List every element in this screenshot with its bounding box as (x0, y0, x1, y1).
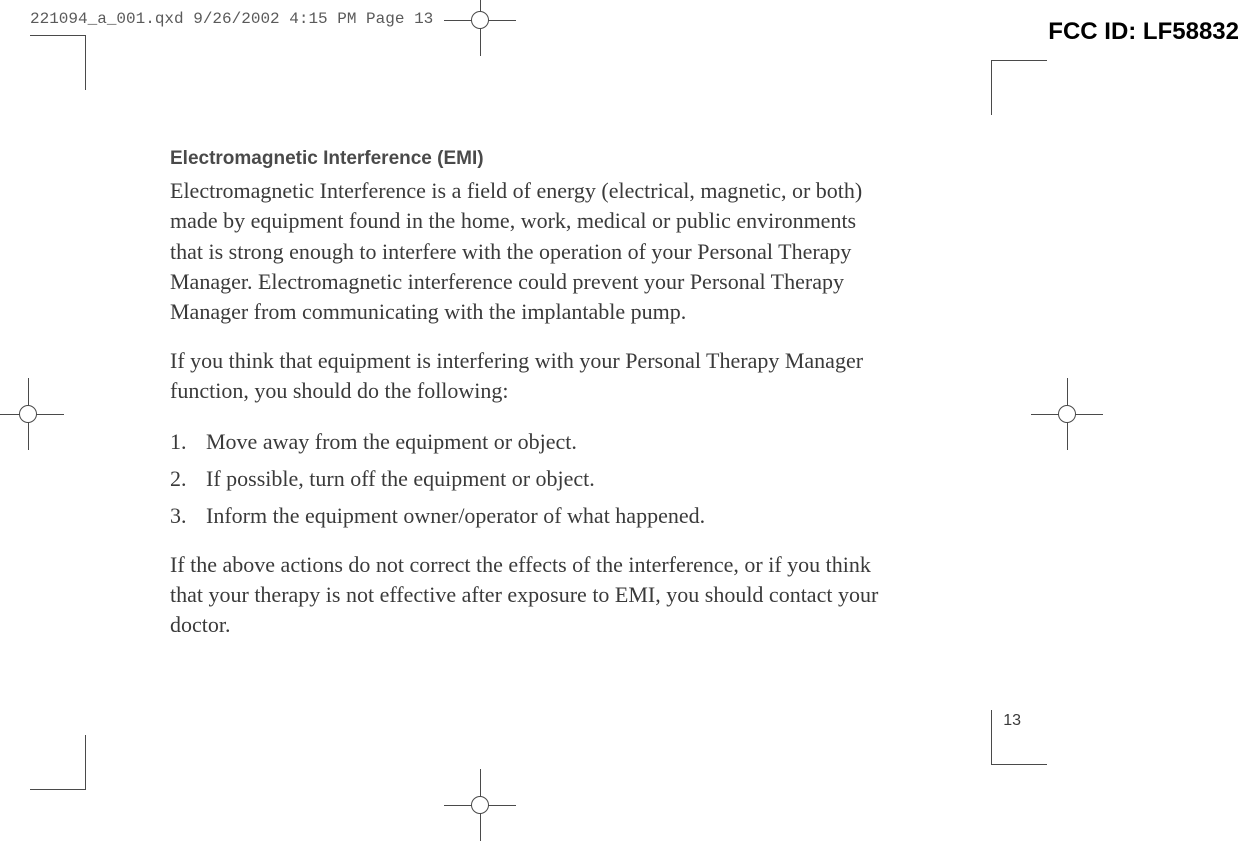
list-number: 3. (170, 499, 206, 532)
crop-mark (992, 60, 1047, 61)
paragraph: If the above actions do not correct the … (170, 550, 880, 641)
file-metadata: 221094_a_001.qxd 9/26/2002 4:15 PM Page … (30, 10, 433, 28)
page-content: Electromagnetic Interference (EMI) Elect… (170, 148, 880, 659)
crop-mark (30, 35, 85, 36)
fcc-id-label: FCC ID: LF58832 (1048, 18, 1239, 46)
crop-mark (992, 764, 1047, 765)
list-item: 3. Inform the equipment owner/operator o… (170, 499, 880, 532)
page-number: 13 (1003, 712, 1021, 730)
crop-mark (30, 789, 85, 790)
paragraph: Electromagnetic Interference is a field … (170, 176, 880, 328)
crop-mark (991, 60, 992, 115)
section-heading: Electromagnetic Interference (EMI) (170, 148, 880, 170)
list-text: Inform the equipment owner/operator of w… (206, 499, 880, 532)
paragraph: If you think that equipment is interferi… (170, 346, 880, 407)
crop-mark (991, 710, 992, 765)
list-item: 1. Move away from the equipment or objec… (170, 425, 880, 458)
list-number: 2. (170, 462, 206, 495)
list-number: 1. (170, 425, 206, 458)
numbered-list: 1. Move away from the equipment or objec… (170, 425, 880, 532)
crop-mark (85, 35, 86, 90)
crop-mark (85, 735, 86, 790)
list-text: Move away from the equipment or object. (206, 425, 880, 458)
list-item: 2. If possible, turn off the equipment o… (170, 462, 880, 495)
list-text: If possible, turn off the equipment or o… (206, 462, 880, 495)
